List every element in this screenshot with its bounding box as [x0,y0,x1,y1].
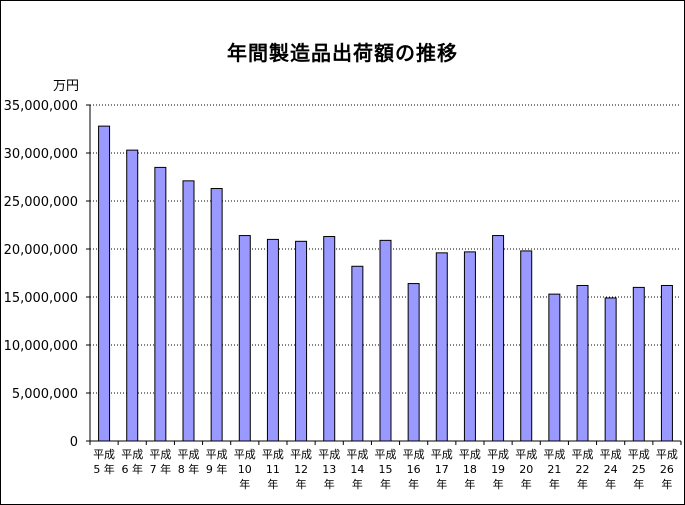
y-tick-label: 10,000,000 [4,339,78,354]
x-tick-label: 平成 12 年 [290,448,312,491]
x-tick-label: 平成 14 年 [346,448,368,491]
y-axis-unit-label: 万円 [53,79,80,94]
y-tick-label: 25,000,000 [4,195,78,210]
x-tick-label: 平成 25 年 [628,448,650,491]
x-tick-label: 平成 18 年 [459,448,481,491]
bar [266,238,279,442]
x-tick-label: 平成 10 年 [234,448,256,491]
bar [520,250,533,442]
x-tick-label: 平成 5 年 [93,448,115,476]
x-tick-label: 平成 17 年 [431,448,453,491]
bar [126,149,139,442]
x-tick-label: 平成 20 年 [515,448,537,491]
bar [238,235,251,442]
x-tick-label: 平成 19 年 [487,448,509,491]
bar [182,180,195,442]
x-tick-label: 平成 16 年 [403,448,425,491]
x-tick-label: 平成 7 年 [149,448,171,476]
bar [492,235,505,442]
bar [210,188,223,442]
x-tick-label: 平成 8 年 [178,448,200,476]
bar [632,286,645,442]
y-tick-label: 5,000,000 [12,387,78,402]
bar [323,236,336,442]
bar [660,284,673,442]
bar [154,166,167,442]
x-tick-label: 平成 11 年 [262,448,284,491]
bar [379,239,392,442]
bar [463,251,476,442]
bar [295,240,308,442]
x-tick-label: 平成 26 年 [656,448,678,491]
bar [98,125,111,442]
bar [604,297,617,442]
bar [351,265,364,442]
x-tick-label: 平成 21 年 [543,448,565,491]
x-tick-label: 平成 24 年 [600,448,622,491]
bar [548,293,561,442]
chart-title: 年間製造品出荷額の推移 [227,41,458,65]
x-tick-label: 平成 13 年 [318,448,340,491]
bar [435,252,448,442]
y-tick-label: 15,000,000 [4,291,78,306]
y-tick-label: 35,000,000 [4,99,78,114]
bar [576,284,589,442]
x-tick-label: 平成 6 年 [121,448,143,476]
y-tick-label: 30,000,000 [4,147,78,162]
x-tick-label: 平成 15 年 [375,448,397,491]
x-tick-label: 平成 22 年 [572,448,594,491]
x-tick-label: 平成 9 年 [206,448,228,476]
bar [407,283,420,442]
y-tick-label: 0 [70,435,78,450]
y-tick-label: 20,000,000 [4,243,78,258]
